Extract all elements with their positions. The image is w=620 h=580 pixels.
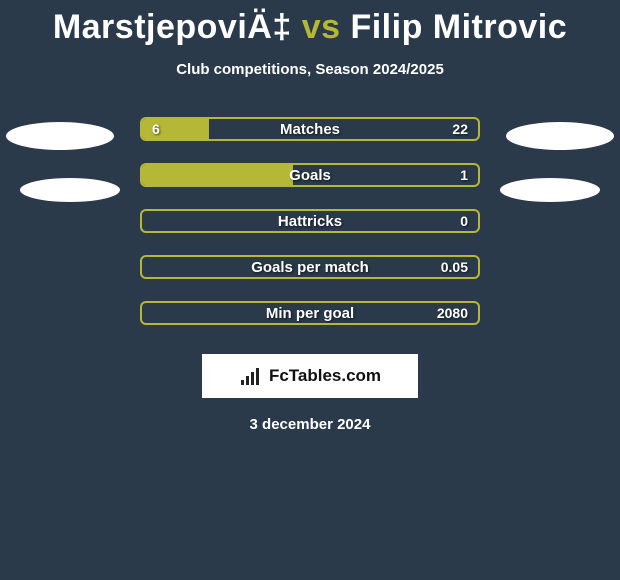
date-label: 3 december 2024 [0, 416, 620, 433]
player2-name: Filip Mitrovic [350, 8, 567, 46]
stat-row: Min per goal2080 [0, 290, 620, 336]
brand-text: FcTables.com [269, 366, 381, 386]
stat-row: Hattricks0 [0, 198, 620, 244]
bar-track: Matches622 [140, 117, 480, 141]
vs-word: vs [302, 8, 341, 46]
player1-name: MarstjepoviÄ‡ [53, 8, 292, 46]
brand-badge: FcTables.com [202, 354, 418, 398]
bar-chart-ascending-icon [239, 367, 263, 385]
page-title: MarstjepoviÄ‡ vs Filip Mitrovic [0, 0, 620, 47]
bar-track: Goals per match0.05 [140, 255, 480, 279]
bar-fill-left [142, 119, 209, 139]
subtitle: Club competitions, Season 2024/2025 [0, 61, 620, 78]
stat-value-right: 2080 [437, 303, 468, 323]
stat-value-right: 0 [460, 211, 468, 231]
bar-fill-left [142, 165, 293, 185]
stat-row: Goals1 [0, 152, 620, 198]
comparison-chart: Matches622 Goals1 Hattricks0 Goals per matc… [0, 106, 620, 336]
stat-row: Matches622 [0, 106, 620, 152]
stat-label: Hattricks [142, 211, 478, 231]
bar-track: Min per goal2080 [140, 301, 480, 325]
stat-value-right: 0.05 [441, 257, 468, 277]
stat-value-right: 1 [460, 165, 468, 185]
stat-label: Min per goal [142, 303, 478, 323]
stat-row: Goals per match0.05 [0, 244, 620, 290]
stat-value-right: 22 [452, 119, 468, 139]
stat-label: Goals per match [142, 257, 478, 277]
bar-track: Goals1 [140, 163, 480, 187]
bar-track: Hattricks0 [140, 209, 480, 233]
